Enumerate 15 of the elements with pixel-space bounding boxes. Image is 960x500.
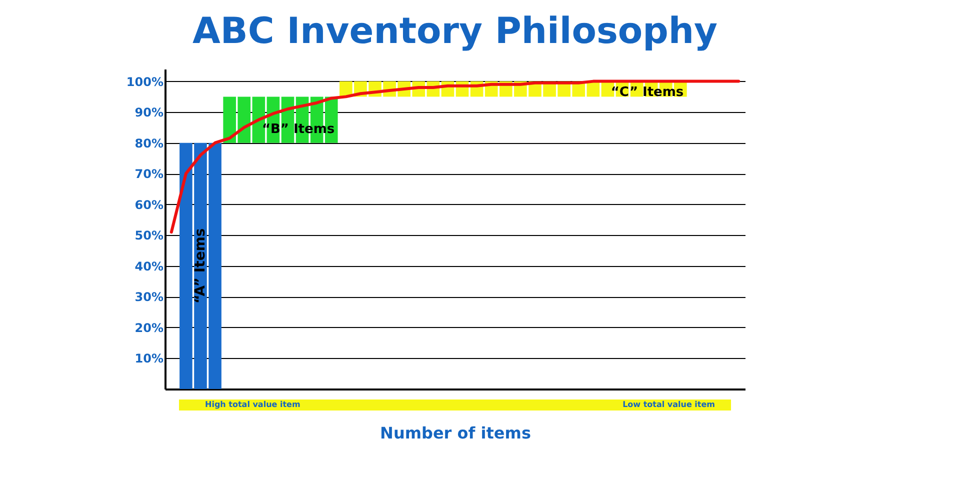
y-tick-label: 90% bbox=[134, 106, 164, 120]
text: High total value item bbox=[205, 400, 300, 409]
y-tick-label: 70% bbox=[134, 167, 164, 182]
series-label: “A” Items bbox=[192, 228, 208, 304]
y-tick-label: 30% bbox=[134, 290, 164, 304]
chart-title: ABC Inventory Philosophy bbox=[192, 11, 718, 52]
y-tick-label: 40% bbox=[134, 259, 164, 274]
y-tick-label: 10% bbox=[134, 352, 164, 366]
y-tick-label: 50% bbox=[134, 228, 164, 243]
y-tick-label: 60% bbox=[134, 198, 164, 212]
y-tick-label: 20% bbox=[134, 320, 164, 335]
y-tick-label: 100% bbox=[126, 74, 164, 89]
x-axis-title: Number of items bbox=[380, 424, 531, 442]
text: Low total value item bbox=[622, 400, 715, 409]
y-tick-label: 80% bbox=[134, 136, 164, 150]
